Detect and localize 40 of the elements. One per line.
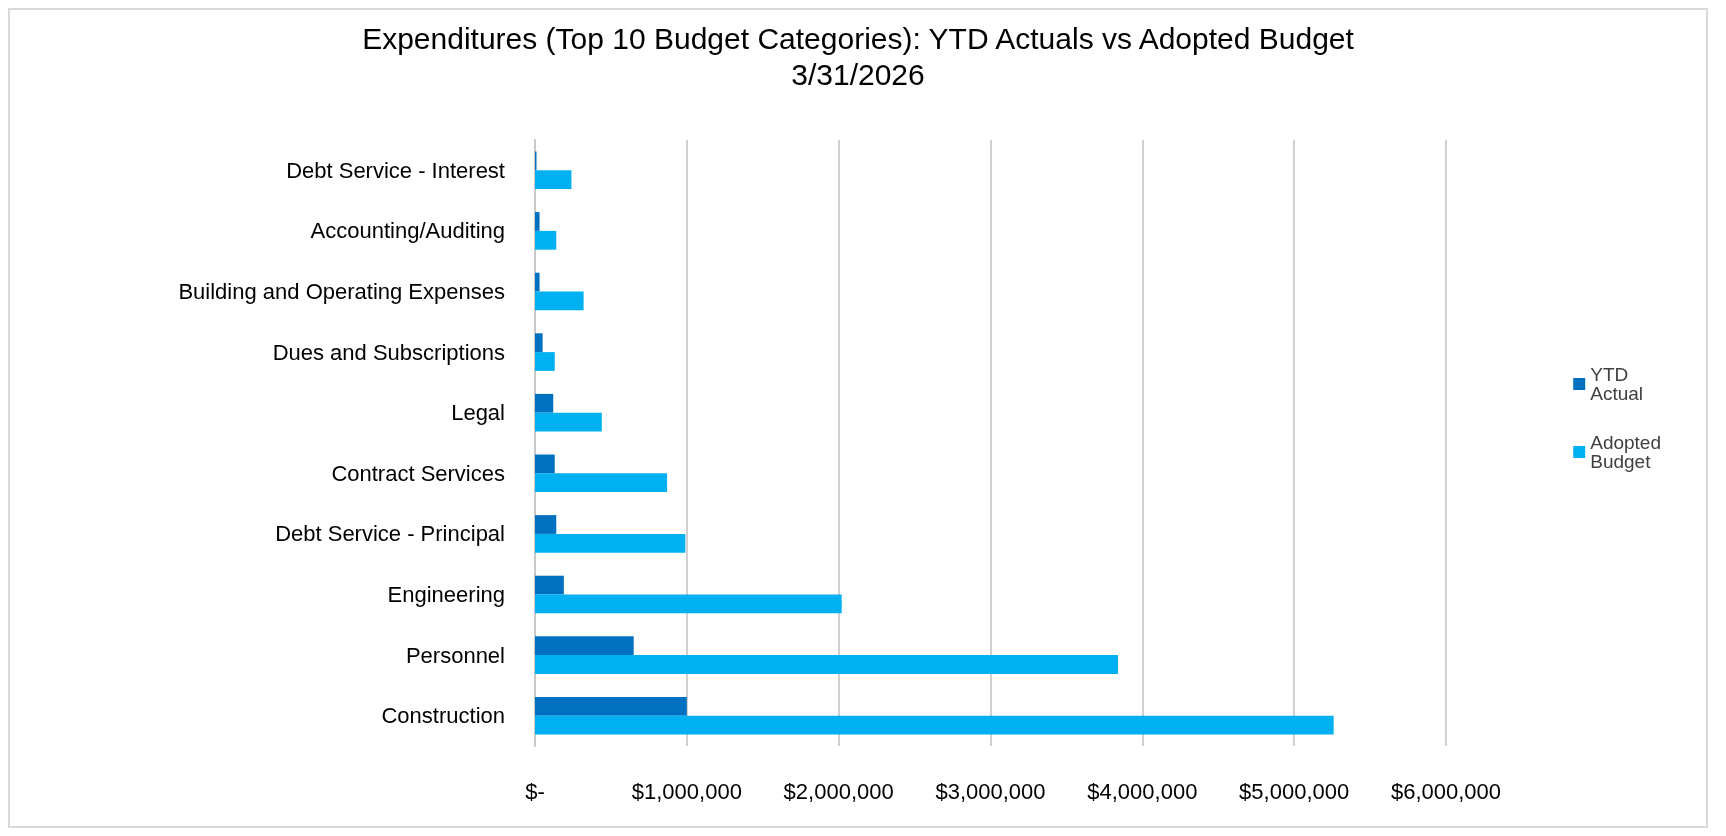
x-tick-label: $-	[525, 778, 545, 804]
bar	[535, 715, 1334, 735]
y-tick-label: Building and Operating Expenses	[178, 279, 505, 304]
bar	[535, 212, 540, 231]
x-tick-label: $6,000,000	[1390, 778, 1502, 804]
x-tick-label: $5,000,000	[1239, 778, 1350, 804]
bar	[535, 230, 557, 250]
y-tick-label: Dues and Subscriptions	[272, 339, 505, 365]
bar	[535, 575, 564, 595]
legend-label: YTD Actual	[1590, 364, 1644, 404]
bar	[535, 170, 572, 190]
bar	[535, 272, 540, 292]
y-tick-label: Legal	[451, 400, 505, 426]
bar	[535, 636, 634, 656]
bar	[535, 393, 554, 413]
bar	[535, 696, 687, 716]
bar	[535, 655, 1119, 674]
y-tick-label: Debt Service - Principal	[275, 521, 505, 547]
chart-subtitle: 3/31/2026	[791, 57, 925, 91]
x-tick-label: $3,000,000	[935, 778, 1046, 804]
x-tick-label: $1,000,000	[631, 778, 742, 804]
y-tick-label: Personnel	[405, 642, 505, 668]
y-tick-label: Debt Service - Interest	[286, 157, 505, 183]
y-tick-label: Construction	[381, 703, 505, 729]
bar	[535, 412, 602, 432]
bar	[535, 333, 543, 353]
bar	[535, 291, 584, 311]
bar	[535, 533, 686, 553]
x-tick-label: $4,000,000	[1087, 778, 1198, 804]
y-tick-label: Accounting/Auditing	[310, 218, 505, 244]
y-tick-label: Engineering	[387, 582, 505, 607]
bar	[535, 515, 557, 534]
x-tick-label: $2,000,000	[783, 778, 894, 804]
bar	[535, 594, 842, 614]
legend-label: Adopted Budget	[1590, 432, 1662, 472]
y-tick-label: Contract Services	[331, 460, 505, 486]
bar	[535, 352, 555, 371]
chart-title: Expenditures (Top 10 Budget Categories): YTD Actuals vs Adopted Budget	[362, 21, 1355, 55]
bar	[535, 454, 555, 474]
bar	[535, 473, 668, 493]
